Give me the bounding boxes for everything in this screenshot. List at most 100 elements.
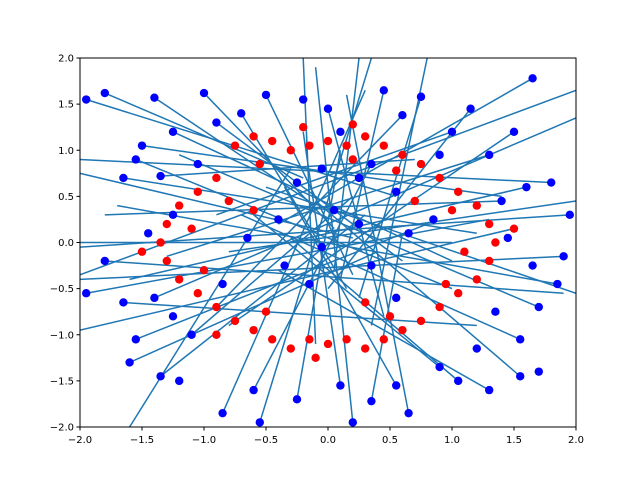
blue-point — [398, 110, 407, 120]
connector-line — [166, 154, 490, 258]
connector-line — [253, 214, 441, 368]
blue-point — [565, 210, 574, 220]
blue-point — [491, 307, 500, 316]
blue-point — [466, 104, 475, 113]
connector-line — [240, 214, 521, 341]
connector-line — [86, 218, 490, 294]
blue-point — [82, 95, 91, 104]
red-point — [410, 196, 419, 206]
connector-line — [80, 255, 564, 281]
connector-line — [302, 131, 342, 386]
blue-point — [509, 127, 519, 136]
blue-point — [131, 155, 140, 164]
blue-point — [82, 289, 91, 298]
blue-point — [187, 330, 196, 339]
blue-point — [237, 109, 246, 118]
red-point — [342, 335, 351, 344]
blue-point — [367, 159, 376, 169]
red-point — [212, 330, 221, 339]
blue-point — [144, 229, 153, 238]
blue-point — [255, 418, 264, 427]
blue-point — [100, 256, 110, 266]
blue-point — [137, 141, 147, 150]
blue-point — [485, 385, 494, 395]
blue-point — [218, 408, 227, 418]
red-point — [261, 307, 271, 316]
blue-point — [559, 252, 568, 261]
blue-point — [392, 293, 401, 303]
connector-line — [172, 131, 453, 262]
connector-line — [228, 131, 515, 327]
blue-point — [392, 187, 401, 196]
y-tick-label: −1.0 — [50, 330, 74, 341]
connector-line — [339, 90, 385, 280]
red-point — [249, 325, 258, 335]
blue-point — [317, 242, 326, 252]
blue-point — [547, 178, 556, 187]
blue-point — [156, 372, 165, 381]
y-tick-label: −1.5 — [50, 376, 74, 387]
red-point — [509, 224, 519, 233]
blue-point — [243, 233, 252, 243]
connector-line — [191, 195, 354, 336]
red-point — [175, 275, 184, 284]
blue-point — [528, 74, 537, 83]
blue-point — [292, 178, 302, 187]
y-tick-label: 0.5 — [58, 192, 74, 203]
connector-line — [327, 108, 385, 317]
red-point — [268, 335, 277, 344]
data-points — [82, 74, 574, 427]
red-point — [435, 302, 444, 312]
connector-line — [129, 186, 527, 281]
y-tick-label: 0.0 — [58, 238, 74, 249]
blue-point — [447, 127, 457, 136]
blue-point — [367, 396, 376, 406]
blue-point — [404, 229, 413, 238]
blue-point — [261, 90, 271, 100]
connector-line — [221, 89, 366, 414]
red-point — [342, 141, 351, 150]
red-point — [485, 219, 494, 229]
blue-point — [367, 261, 376, 270]
connector-line — [228, 200, 576, 253]
red-point — [441, 279, 450, 289]
red-point — [447, 206, 457, 215]
blue-point — [156, 171, 165, 181]
connector-line — [216, 131, 453, 216]
blue-point — [175, 376, 184, 386]
connector-line — [259, 58, 373, 423]
x-tick-label: −0.5 — [254, 435, 278, 446]
blue-point — [354, 173, 364, 183]
red-point — [187, 224, 196, 233]
red-point — [249, 132, 258, 141]
connector-line — [80, 172, 353, 239]
x-tick-label: 0.0 — [320, 435, 336, 446]
red-point — [249, 206, 258, 215]
blue-point — [534, 302, 543, 312]
blue-point — [528, 261, 537, 270]
blue-point — [454, 376, 463, 386]
connector-line — [154, 117, 576, 299]
blue-point — [168, 127, 178, 136]
blue-point — [212, 118, 221, 127]
red-point — [472, 275, 481, 284]
connector-line — [80, 158, 552, 184]
x-tick-label: −1.0 — [192, 435, 216, 446]
red-point — [268, 136, 277, 146]
red-point — [416, 159, 426, 169]
blue-point — [193, 159, 202, 169]
blue-point — [336, 381, 345, 390]
red-point — [193, 187, 202, 196]
blue-point — [125, 358, 134, 367]
blue-point — [280, 261, 289, 270]
red-point — [230, 141, 240, 150]
blue-point — [299, 95, 308, 104]
red-point — [162, 256, 171, 266]
blue-point — [354, 219, 364, 229]
red-point — [305, 335, 314, 344]
red-point — [398, 150, 407, 160]
connector-line — [153, 97, 317, 207]
red-point — [348, 155, 357, 164]
connector-line — [265, 186, 576, 294]
